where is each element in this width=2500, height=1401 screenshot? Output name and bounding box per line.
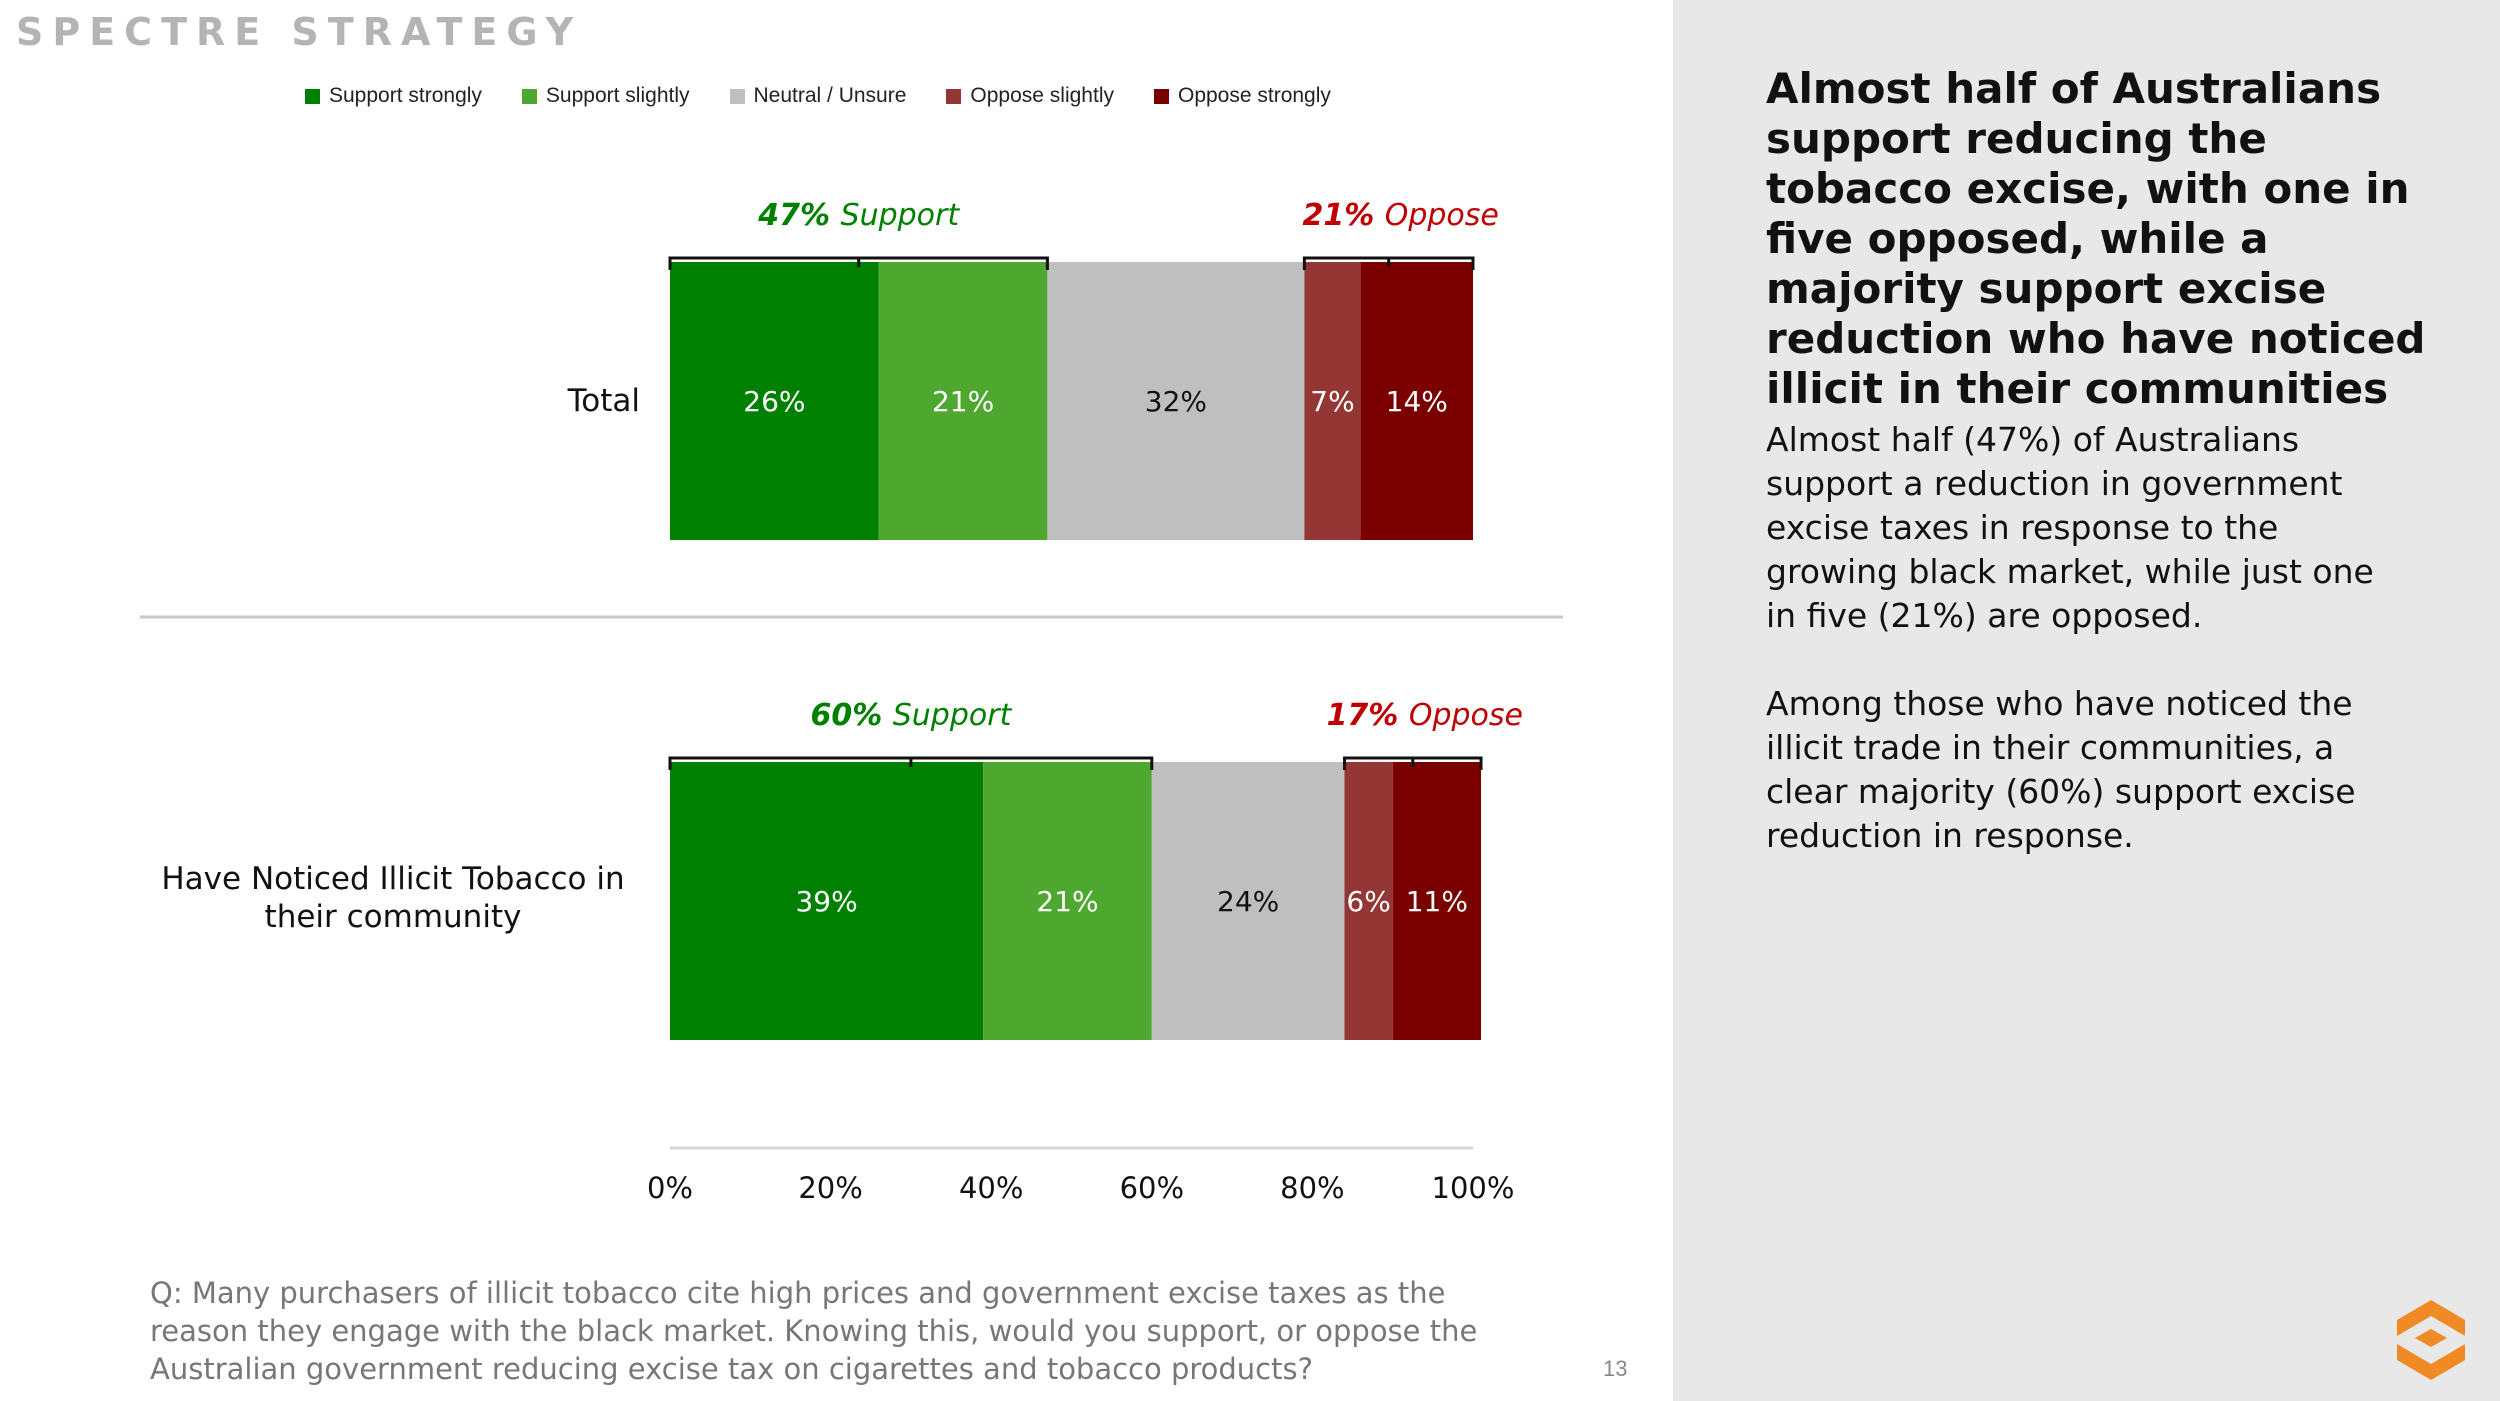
brand-wordmark: SPECTRE STRATEGY [16, 10, 583, 54]
bar-segment [878, 262, 1048, 540]
support-bracket [668, 756, 1154, 770]
support-annotation: 47% Support [757, 198, 960, 233]
legend-swatch [946, 88, 962, 104]
x-tick-label: 40% [959, 1171, 1023, 1205]
summary-panel: Almost half of Australians support reduc… [1673, 0, 2500, 1401]
panel-headline: Almost half of Australians support reduc… [1766, 64, 2426, 413]
bar-segment [670, 262, 879, 540]
support-annotation: 60% Support [810, 698, 1012, 733]
data-label: 32% [1145, 385, 1207, 418]
oppose-bracket [1302, 256, 1475, 270]
x-tick-label: 20% [798, 1171, 862, 1205]
legend-item: Support slightly [521, 84, 690, 108]
oppose-bracket [1343, 756, 1483, 770]
data-label: 21% [1036, 885, 1098, 918]
x-tick-label: 0% [647, 1171, 693, 1205]
data-label: 39% [795, 885, 857, 918]
support-bracket [668, 256, 1049, 270]
stacked-bar-chart: 26% 21% 32% 7% 14% 47% Support 21% Oppose 39% 21… [140, 198, 1563, 1205]
legend-label: Neutral / Unsure [753, 84, 907, 107]
bar-segment [1360, 262, 1473, 540]
spectre-logo-icon [2397, 1300, 2465, 1380]
x-tick-label: 100% [1432, 1171, 1515, 1205]
bar-segment [1392, 762, 1482, 1040]
bar-segment [1047, 262, 1305, 540]
legend-label: Support slightly [545, 84, 690, 107]
body-paragraph-2: Among those who have noticed the illicit… [1766, 684, 2356, 855]
oppose-annotation: 17% Oppose [1327, 698, 1523, 733]
data-label: 24% [1217, 885, 1279, 918]
data-label: 6% [1346, 885, 1390, 918]
legend-swatch [521, 88, 537, 104]
data-label: 7% [1310, 385, 1354, 418]
legend-label: Support strongly [329, 84, 482, 107]
bar-segment [670, 762, 984, 1040]
legend-item: Oppose strongly [1153, 84, 1331, 108]
page-number: 13 [1603, 1356, 1628, 1381]
data-label: 21% [932, 385, 994, 418]
x-tick-label: 60% [1120, 1171, 1184, 1205]
bar-segment [1304, 262, 1361, 540]
data-label: 14% [1386, 385, 1448, 418]
data-label: 11% [1406, 885, 1468, 918]
x-tick-label: 80% [1280, 1171, 1344, 1205]
legend-swatch [305, 88, 320, 104]
category-label: Total [567, 383, 640, 419]
legend-item: Oppose slightly [946, 84, 1114, 108]
chart-legend: Support strongly Support slightly Neutra… [305, 84, 1331, 108]
legend-label: Oppose slightly [970, 84, 1114, 107]
bar-segment [1344, 762, 1393, 1040]
bar-segment [983, 762, 1152, 1040]
category-label: Have Noticed Illicit Tobacco in their com… [161, 861, 624, 935]
legend-item: Support strongly [305, 84, 482, 108]
legend-swatch [1153, 88, 1169, 104]
legend-swatch [729, 88, 745, 104]
data-label: 26% [743, 385, 805, 418]
bar-segment [1151, 762, 1345, 1040]
oppose-annotation: 21% Oppose [1302, 198, 1498, 233]
survey-question: Q: Many purchasers of illicit tobacco ci… [150, 1276, 1478, 1386]
legend-label: Oppose strongly [1177, 84, 1331, 107]
legend-item: Neutral / Unsure [729, 84, 907, 108]
body-paragraph-1: Almost half (47%) of Australians support… [1766, 420, 2374, 635]
